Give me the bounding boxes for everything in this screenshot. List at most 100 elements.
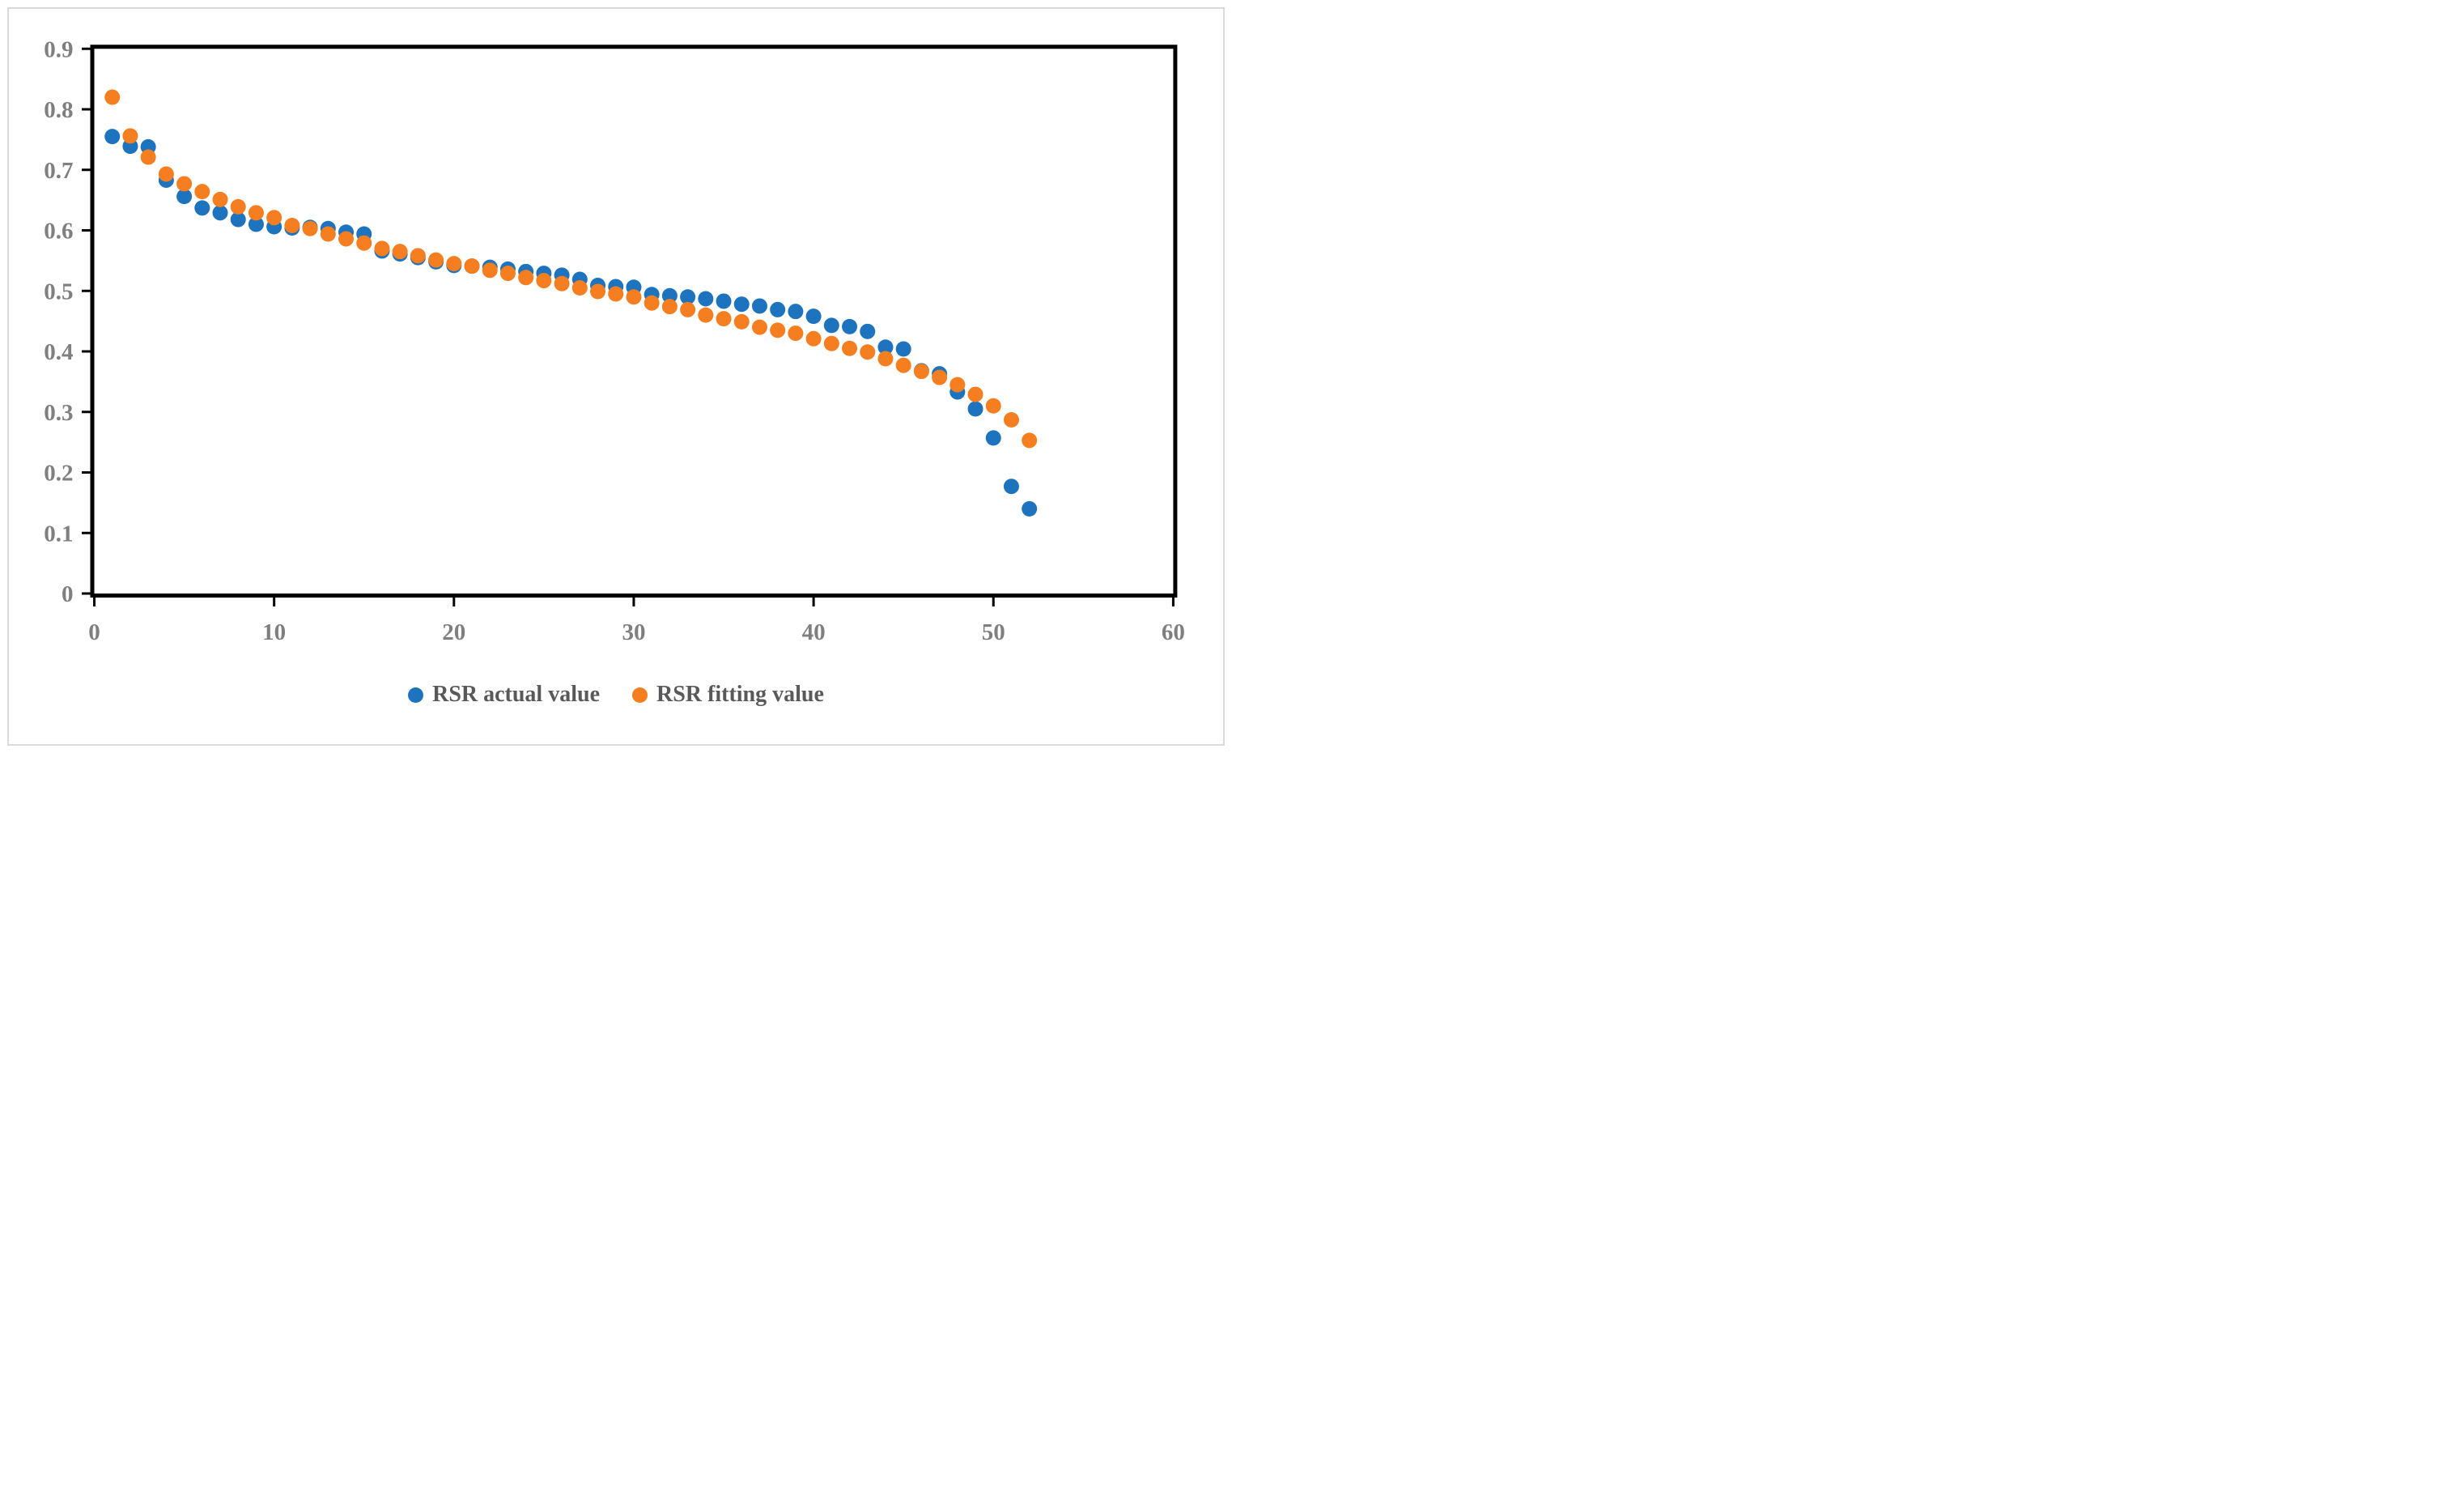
- y-tick-label: 0.3: [44, 400, 73, 426]
- x-tick-label: 60: [1162, 619, 1185, 645]
- data-point-actual: [770, 301, 786, 317]
- data-point-fitting: [842, 340, 858, 356]
- data-point-fitting: [608, 286, 624, 302]
- plot-area-border: [90, 45, 1178, 598]
- data-point-fitting: [392, 244, 408, 260]
- data-point-fitting: [230, 198, 246, 215]
- chart-figure: 0 0.1 0.2 0.3 0.4 0.5 0.6 0.7 0.8 0.9 0 10 20 30 40 50 6…: [0, 0, 1232, 751]
- y-tick-label: 0.2: [44, 461, 73, 487]
- y-tick-label: 0.9: [44, 36, 73, 62]
- data-point-fitting: [176, 176, 193, 192]
- data-point-fitting: [140, 149, 156, 165]
- data-point-fitting: [913, 364, 929, 380]
- data-point-actual: [985, 430, 1001, 446]
- data-point-fitting: [967, 386, 983, 402]
- x-tick-label: 20: [442, 619, 465, 645]
- data-point-actual: [176, 189, 193, 205]
- data-point-fitting: [860, 344, 876, 360]
- data-point-fitting: [590, 283, 606, 300]
- data-point-actual: [877, 339, 894, 355]
- data-point-fitting: [284, 218, 300, 234]
- data-point-fitting: [805, 330, 822, 347]
- y-tick-label: 0: [62, 581, 74, 607]
- legend-item-actual: RSR actual value: [408, 682, 600, 708]
- data-point-fitting: [104, 89, 121, 105]
- data-point-fitting: [428, 252, 444, 268]
- data-point-fitting: [482, 262, 498, 279]
- data-point-actual: [788, 304, 804, 320]
- data-point-fitting: [661, 299, 678, 315]
- legend-marker-actual-icon: [408, 687, 424, 703]
- data-point-fitting: [356, 235, 372, 251]
- data-point-fitting: [571, 280, 588, 296]
- data-point-fitting: [680, 301, 696, 317]
- legend-item-fitting: RSR fitting value: [632, 682, 824, 708]
- data-point-actual: [194, 200, 210, 216]
- data-point-fitting: [644, 295, 660, 311]
- data-point-fitting: [338, 231, 355, 247]
- scatter-chart: 0 0.1 0.2 0.3 0.4 0.5 0.6 0.7 0.8 0.9 0 10 20 30 40 50 6…: [44, 36, 1185, 645]
- data-point-actual: [860, 323, 876, 339]
- data-point-fitting: [877, 351, 894, 367]
- data-point-actual: [716, 293, 732, 309]
- x-tick-label: 0: [88, 619, 100, 645]
- x-tick-label: 10: [262, 619, 286, 645]
- data-point-fitting: [302, 220, 318, 236]
- y-tick-label: 0.7: [44, 158, 73, 184]
- data-point-fitting: [1022, 432, 1038, 449]
- data-point-actual: [680, 289, 696, 305]
- data-point-actual: [698, 291, 714, 307]
- y-tick-label: 0.4: [44, 339, 73, 365]
- data-point-actual: [751, 298, 767, 314]
- data-point-fitting: [985, 398, 1001, 414]
- data-point-actual: [661, 287, 678, 304]
- data-point-actual: [1022, 500, 1038, 517]
- x-tick-label: 40: [802, 619, 826, 645]
- data-point-actual: [823, 317, 839, 334]
- data-point-actual: [805, 308, 822, 325]
- data-point-fitting: [823, 335, 839, 351]
- data-point-fitting: [770, 322, 786, 338]
- data-point-fitting: [320, 226, 336, 242]
- chart-legend: RSR actual value RSR fitting value: [0, 682, 1232, 708]
- data-point-fitting: [1003, 411, 1019, 428]
- data-point-fitting: [518, 270, 534, 286]
- data-point-actual: [230, 211, 246, 228]
- data-point-fitting: [158, 166, 174, 182]
- data-point-fitting: [733, 313, 750, 330]
- data-point-fitting: [536, 273, 552, 289]
- data-point-actual: [842, 318, 858, 334]
- data-point-fitting: [266, 210, 283, 226]
- data-point-actual: [967, 401, 983, 417]
- data-point-fitting: [788, 326, 804, 342]
- data-point-fitting: [932, 369, 948, 385]
- data-point-fitting: [626, 289, 642, 305]
- data-point-actual: [733, 296, 750, 313]
- data-point-fitting: [410, 248, 426, 264]
- data-point-fitting: [194, 184, 210, 200]
- data-point-fitting: [446, 256, 462, 272]
- y-tick-label: 0.6: [44, 219, 73, 245]
- data-point-actual: [1003, 479, 1019, 495]
- legend-marker-fitting-icon: [632, 687, 648, 703]
- y-tick-label: 0.8: [44, 97, 73, 123]
- data-point-fitting: [212, 191, 228, 207]
- y-tick-label: 0.5: [44, 279, 73, 304]
- data-point-fitting: [949, 377, 966, 393]
- legend-label-actual: RSR actual value: [432, 682, 600, 707]
- data-point-actual: [212, 205, 228, 221]
- x-tick-label: 50: [982, 619, 1005, 645]
- data-point-fitting: [895, 357, 911, 373]
- data-point-fitting: [122, 128, 138, 144]
- data-point-actual: [895, 341, 911, 357]
- data-point-fitting: [464, 258, 480, 274]
- data-point-actual: [248, 216, 264, 232]
- y-tick-label: 0.1: [44, 521, 73, 547]
- x-tick-label: 30: [622, 619, 645, 645]
- data-point-fitting: [698, 307, 714, 323]
- data-point-actual: [104, 129, 121, 145]
- data-point-fitting: [374, 240, 390, 257]
- data-point-fitting: [554, 275, 570, 291]
- data-point-fitting: [716, 311, 732, 327]
- data-point-fitting: [751, 319, 767, 335]
